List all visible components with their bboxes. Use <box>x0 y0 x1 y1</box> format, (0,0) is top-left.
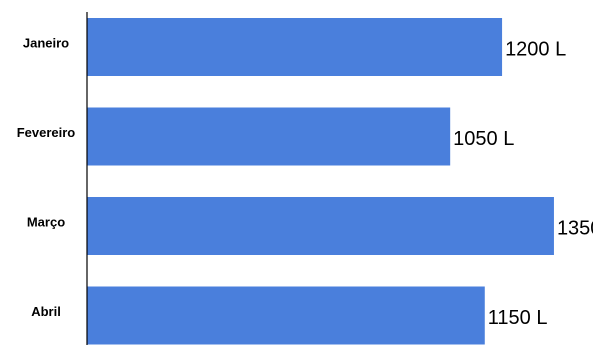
category-label: Janeiro <box>23 35 69 50</box>
value-label: 1200 L <box>505 38 566 60</box>
bar-1 <box>87 107 451 166</box>
category-label: Abril <box>31 304 61 319</box>
category-label: Março <box>27 214 65 229</box>
value-label: 1150 L <box>488 307 548 329</box>
bar-2 <box>87 197 554 255</box>
value-label: 1350 L <box>557 217 593 239</box>
bars-group <box>87 18 554 345</box>
category-label: Fevereiro <box>17 125 76 140</box>
category-labels-group: Janeiro Fevereiro Março Abril <box>17 35 76 319</box>
value-label: 1050 L <box>453 128 514 150</box>
bar-0 <box>87 18 503 76</box>
value-labels-group: 1200 L 1050 L 1350 L 1150 L <box>453 38 593 329</box>
bar-3 <box>87 286 485 345</box>
